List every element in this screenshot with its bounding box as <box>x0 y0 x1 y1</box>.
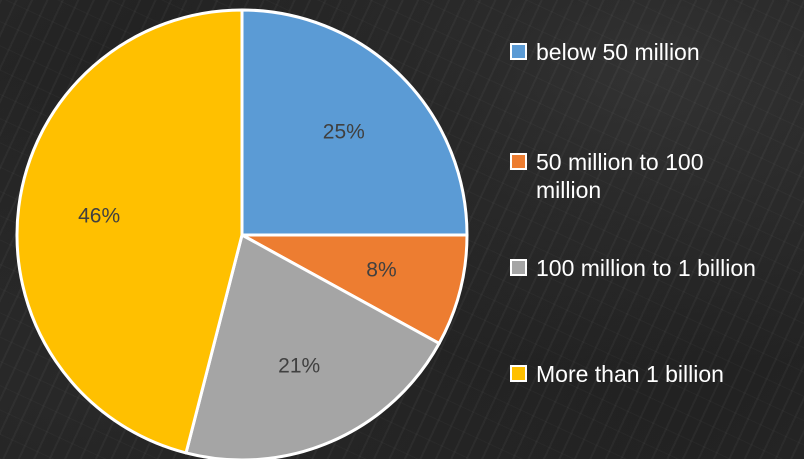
pie-slice-below-50-million <box>240 8 469 237</box>
legend-item-more-than-1-billion: More than 1 billion <box>510 360 796 388</box>
legend-swatch <box>510 259 527 276</box>
legend-item-below-50-million: below 50 million <box>510 38 796 66</box>
legend-item-50-to-100-million: 50 million to 100 million <box>510 148 771 204</box>
legend-item-100-million-to-1-billion: 100 million to 1 billion <box>510 254 771 282</box>
legend-swatch <box>510 43 527 60</box>
pie-slice-50-million-to-100-million <box>240 233 469 345</box>
legend-label: 100 million to 1 billion <box>536 255 756 281</box>
data-label-100-million-to-1-billion: 21% <box>278 355 320 378</box>
data-label-below-50-million: 25% <box>323 121 365 144</box>
legend-label: 50 million to 100 million <box>536 149 704 203</box>
legend-label: More than 1 billion <box>536 361 724 387</box>
data-label-more-than-1-billion: 46% <box>78 204 120 227</box>
pie-chart: 25% 8% 21% 46% <box>15 8 469 459</box>
legend-swatch <box>510 365 527 382</box>
legend-swatch <box>510 153 527 170</box>
pie-slice-more-than-1-billion <box>15 8 244 455</box>
data-label-50-million-to-100-million: 8% <box>366 258 396 281</box>
legend-label: below 50 million <box>536 39 700 65</box>
